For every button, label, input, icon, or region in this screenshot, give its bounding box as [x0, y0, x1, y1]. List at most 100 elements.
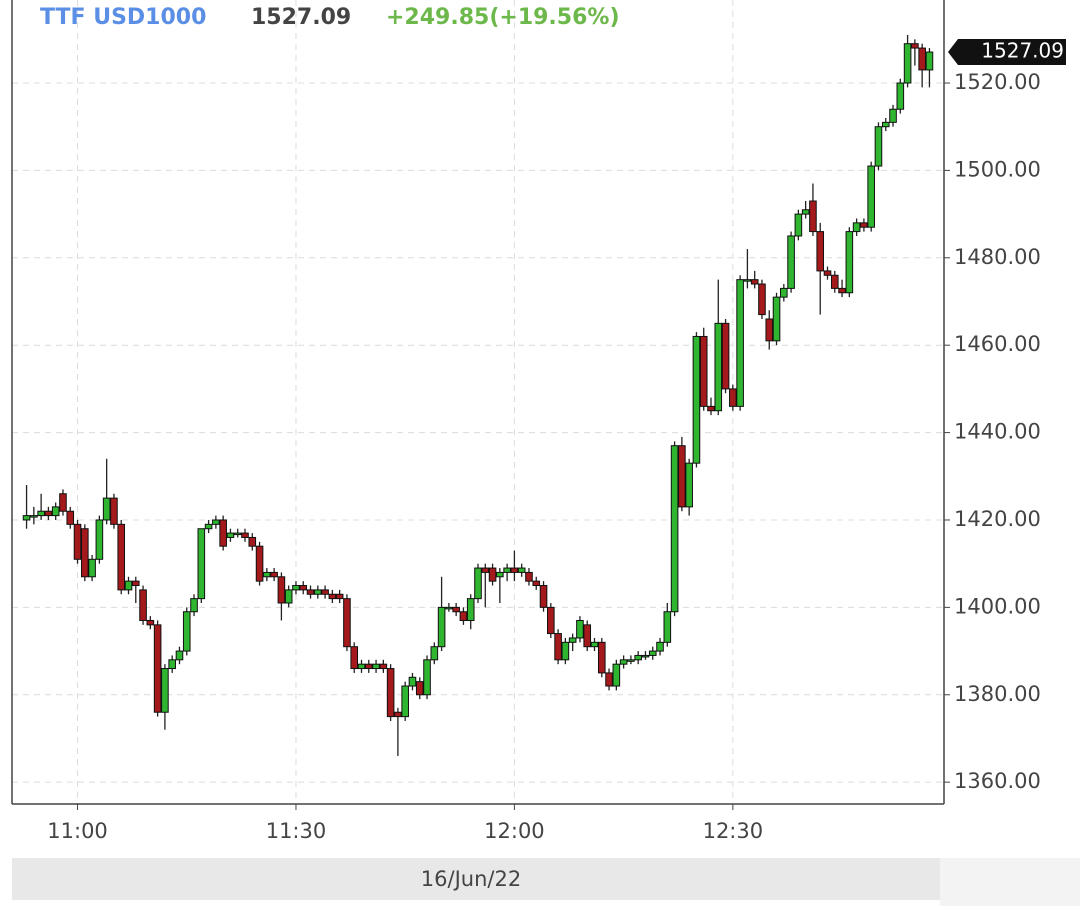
- candle-body: [314, 589, 322, 595]
- candle-body: [707, 405, 715, 412]
- y-tick-label: 1380.00: [954, 682, 1041, 706]
- candle-body: [161, 668, 169, 713]
- candle-body: [204, 523, 213, 530]
- candle-body: [525, 571, 533, 582]
- candle-body: [612, 663, 621, 687]
- candle-body: [765, 318, 774, 342]
- candle-body: [881, 121, 890, 128]
- candle-body: [627, 659, 635, 662]
- candle-body: [743, 279, 752, 282]
- candle-body: [219, 519, 227, 547]
- candle-body: [81, 528, 89, 578]
- candle-body: [663, 611, 672, 643]
- candle-body: [270, 571, 278, 578]
- candle-body: [670, 445, 679, 613]
- candle-body: [30, 515, 38, 518]
- candle-body: [22, 515, 31, 521]
- candle-body: [794, 213, 803, 237]
- candle-body: [59, 493, 67, 512]
- y-tick-label: 1500.00: [954, 157, 1041, 181]
- candle-body: [241, 532, 249, 538]
- candle-body: [466, 598, 475, 621]
- y-tick-label: 1420.00: [954, 507, 1041, 531]
- y-tick-label: 1520.00: [954, 70, 1041, 94]
- candle-body: [459, 611, 468, 621]
- candle-body: [590, 641, 599, 648]
- candle-body: [190, 598, 198, 613]
- y-tick-label: 1480.00: [954, 245, 1041, 269]
- candle-body: [146, 619, 155, 626]
- candle-body: [292, 585, 300, 591]
- candle-body: [554, 633, 562, 661]
- last-price-label: 1527.09: [981, 39, 1064, 63]
- candle-body: [343, 598, 351, 648]
- candle-body: [750, 279, 759, 285]
- candle-body: [437, 606, 446, 648]
- last-price: 1527.09: [251, 5, 351, 30]
- candle-body: [903, 43, 912, 84]
- candle-body: [408, 676, 417, 687]
- price-change: +249.85(+19.56%): [386, 5, 620, 30]
- candle-body: [102, 497, 111, 521]
- candle-body: [758, 283, 766, 316]
- candle-body: [838, 287, 846, 294]
- candle-body: [496, 571, 504, 578]
- candle-body: [656, 641, 664, 652]
- candle-body: [561, 641, 570, 661]
- candle-body: [73, 523, 82, 560]
- candle-body: [517, 567, 526, 573]
- date-label: 16/Jun/22: [421, 867, 521, 891]
- candle-body: [284, 589, 293, 604]
- candle-body: [488, 567, 497, 582]
- candle-body: [248, 536, 257, 547]
- candle-body: [816, 231, 825, 272]
- candle-body: [88, 558, 96, 578]
- candle-body: [372, 663, 380, 670]
- candle-body: [379, 663, 388, 670]
- y-tick-label: 1440.00: [954, 420, 1041, 444]
- candle-body: [212, 519, 220, 525]
- y-tick-label: 1400.00: [954, 594, 1041, 618]
- candle-body: [699, 335, 708, 407]
- candle-body: [721, 322, 730, 390]
- candle-body: [503, 567, 511, 573]
- candle-body: [197, 528, 206, 600]
- candle-body: [394, 711, 402, 718]
- candle-body: [678, 445, 686, 508]
- candle-body: [452, 606, 460, 613]
- candle-body: [255, 545, 264, 582]
- candle-body: [532, 580, 541, 587]
- x-tick-label: 11:30: [266, 819, 327, 843]
- candle-body: [110, 497, 118, 525]
- candle-body: [772, 296, 781, 342]
- candle-body: [117, 523, 126, 591]
- candle-body: [124, 580, 133, 591]
- x-tick-label: 12:00: [484, 819, 545, 843]
- candle-body: [830, 274, 839, 289]
- candle-body: [481, 567, 490, 573]
- candle-body: [175, 650, 184, 661]
- candle-body: [801, 209, 810, 215]
- candle-body: [845, 231, 854, 294]
- candle-body: [139, 589, 147, 621]
- candle-body: [510, 567, 519, 573]
- candle-body: [685, 462, 693, 508]
- candle-body: [918, 47, 926, 71]
- candle-body: [182, 611, 191, 652]
- candle-body: [474, 567, 482, 600]
- candle-body: [401, 685, 409, 718]
- last-price-marker: [948, 39, 1066, 66]
- candle-body: [911, 43, 919, 49]
- candle-body: [605, 672, 613, 687]
- candle-body: [787, 235, 795, 289]
- date-bar: [12, 858, 940, 900]
- candle-body: [619, 659, 628, 665]
- footer-pad: [940, 858, 1080, 906]
- candle-body: [823, 270, 832, 276]
- candle-body: [874, 126, 883, 167]
- candle-body: [547, 606, 555, 635]
- candle-body: [597, 641, 606, 674]
- candle-body: [729, 388, 737, 407]
- candle-body: [896, 82, 905, 110]
- candle-body: [44, 510, 53, 517]
